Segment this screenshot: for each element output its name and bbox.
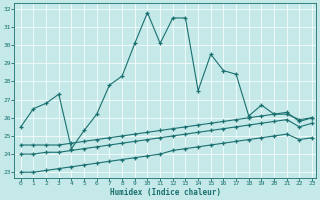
X-axis label: Humidex (Indice chaleur): Humidex (Indice chaleur): [110, 188, 221, 197]
